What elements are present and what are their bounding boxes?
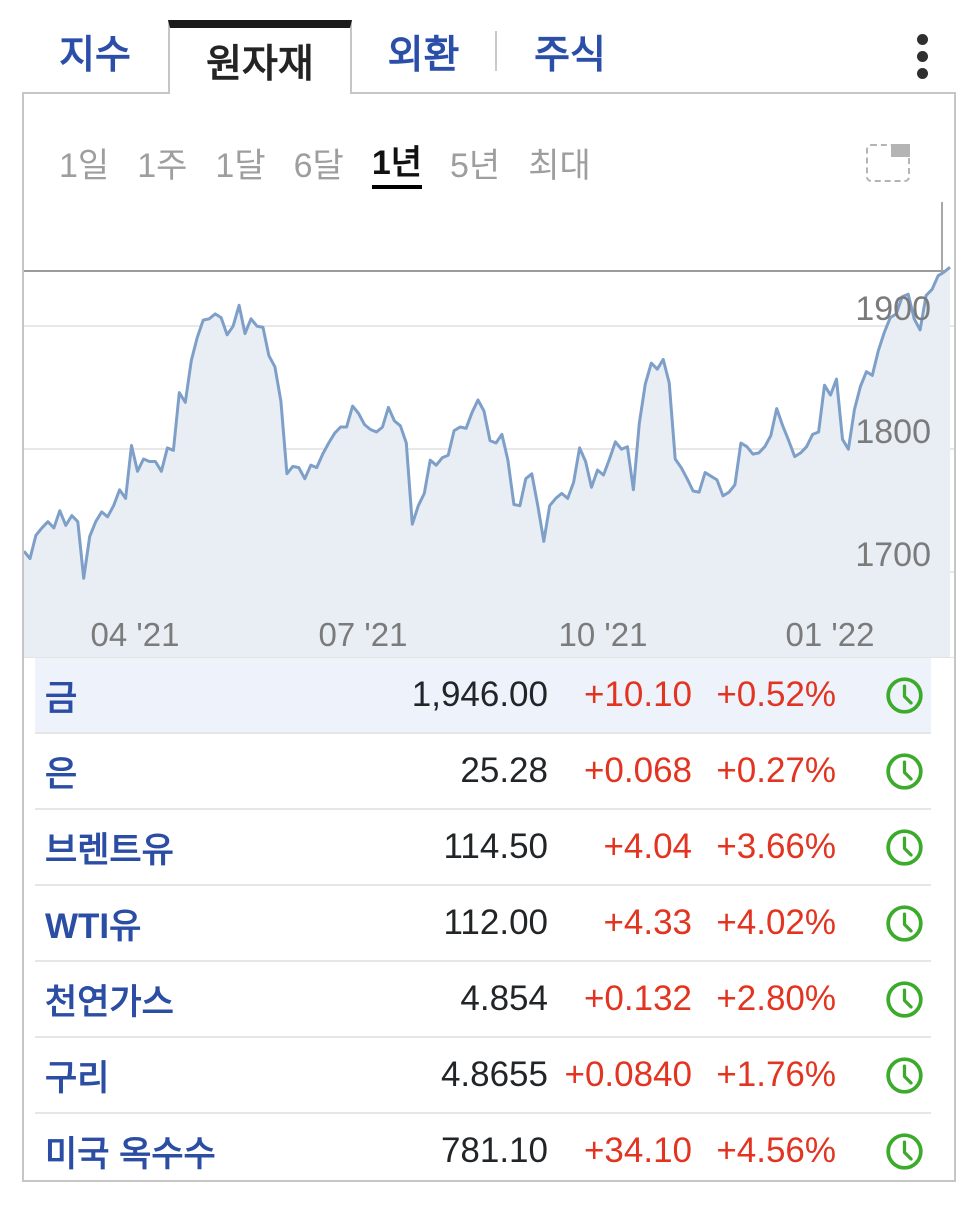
commodity-change: +10.10 — [583, 675, 692, 714]
clock-icon — [836, 1055, 931, 1096]
range-1y-selected[interactable]: 1년 — [371, 135, 423, 189]
tab-commodities[interactable]: 원자재 — [168, 20, 352, 94]
tab-divider — [495, 31, 497, 71]
range-max[interactable]: 최대 — [528, 146, 591, 185]
clock-icon — [836, 903, 931, 944]
x-tick-apr21: 04 '21 — [90, 616, 180, 653]
tab-stocks[interactable]: 주식 — [497, 0, 643, 92]
clock-icon — [836, 1131, 931, 1172]
range-1m[interactable]: 1달 — [215, 146, 266, 185]
tab-indices-label: 지수 — [59, 34, 131, 77]
table-row-gold[interactable]: 금 1,946.00 +10.10 +0.52% — [35, 658, 931, 732]
commodity-name[interactable]: 구리 — [45, 1058, 110, 1098]
tab-commodities-label: 원자재 — [206, 43, 314, 86]
table-row-brent[interactable]: 브렌트유 114.50 +4.04 +3.66% — [35, 808, 931, 884]
commodity-price: 4.8655 — [440, 1055, 548, 1094]
commodity-price: 25.28 — [460, 751, 548, 790]
table-row-silver[interactable]: 은 25.28 +0.068 +0.27% — [35, 732, 931, 808]
tab-forex-label: 외환 — [387, 34, 460, 77]
kebab-menu-icon[interactable] — [902, 0, 942, 92]
commodity-change: +4.04 — [603, 827, 692, 866]
commodity-change-pct: +0.27% — [716, 751, 836, 790]
clock-icon — [836, 827, 931, 868]
commodity-change: +0.132 — [583, 979, 692, 1018]
y-tick-1800: 1800 — [855, 413, 931, 451]
tab-stocks-label: 주식 — [534, 34, 606, 77]
commodity-price: 4.854 — [460, 979, 548, 1018]
y-tick-1900: 1900 — [855, 290, 931, 328]
clock-icon — [836, 751, 931, 792]
market-widget: 지수 원자재 외환 주식 1일 1주 1달 6달 1년 5년 최대 — [22, 0, 956, 1182]
time-range-selector: 1일 1주 1달 6달 1년 5년 최대 — [24, 94, 954, 202]
x-tick-oct21: 10 '21 — [558, 616, 648, 653]
tab-indices[interactable]: 지수 — [22, 0, 168, 92]
commodity-name[interactable]: 은 — [45, 754, 78, 794]
clock-icon — [836, 979, 931, 1020]
commodity-name[interactable]: 천연가스 — [45, 982, 174, 1022]
commodity-change-pct: +3.66% — [716, 827, 836, 866]
commodity-table: 금 1,946.00 +10.10 +0.52% 은 25.28 +0.068 … — [24, 657, 954, 1188]
table-row-us-corn[interactable]: 미국 옥수수 781.10 +34.10 +4.56% — [35, 1112, 931, 1188]
commodities-card: 1일 1주 1달 6달 1년 5년 최대 1900 1800 1700 04 '… — [22, 92, 956, 1182]
commodity-change-pct: +4.02% — [716, 903, 836, 942]
table-row-copper[interactable]: 구리 4.8655 +0.0840 +1.76% — [35, 1036, 931, 1112]
commodity-change-pct: +1.76% — [716, 1055, 836, 1094]
commodity-price: 1,946.00 — [411, 675, 548, 714]
x-tick-jul21: 07 '21 — [318, 616, 408, 653]
select-region-icon[interactable] — [866, 144, 910, 182]
commodity-change-pct: +0.52% — [716, 675, 836, 714]
commodity-name[interactable]: WTI유 — [45, 906, 142, 946]
commodity-change: +0.0840 — [564, 1055, 693, 1094]
table-row-wti[interactable]: WTI유 112.00 +4.33 +4.02% — [35, 884, 931, 960]
range-1d[interactable]: 1일 — [59, 146, 110, 185]
commodity-price: 781.10 — [440, 1131, 548, 1170]
commodity-change: +34.10 — [583, 1131, 692, 1170]
commodity-name[interactable]: 브렌트유 — [45, 830, 174, 870]
price-chart[interactable]: 1900 1800 1700 04 '21 07 '21 10 '21 01 '… — [24, 202, 954, 657]
tab-bar: 지수 원자재 외환 주식 — [22, 0, 956, 94]
y-tick-1700: 1700 — [855, 536, 931, 574]
tabbar-spacer — [643, 0, 902, 92]
commodity-change: +4.33 — [603, 903, 692, 942]
x-tick-jan22: 01 '22 — [785, 616, 875, 653]
commodity-price: 114.50 — [443, 827, 548, 866]
gridline-1900 — [24, 325, 954, 327]
commodity-name[interactable]: 미국 옥수수 — [45, 1134, 216, 1174]
current-price-line — [24, 270, 944, 272]
tab-forex[interactable]: 외환 — [352, 0, 495, 92]
range-1w[interactable]: 1주 — [137, 146, 188, 185]
area-series — [24, 266, 951, 657]
table-row-natgas[interactable]: 천연가스 4.854 +0.132 +2.80% — [35, 960, 931, 1036]
commodity-change-pct: +4.56% — [716, 1131, 836, 1170]
clock-icon — [836, 675, 931, 716]
commodity-price: 112.00 — [443, 903, 548, 942]
range-5y[interactable]: 5년 — [450, 146, 501, 185]
commodity-name[interactable]: 금 — [45, 678, 78, 718]
range-6m[interactable]: 6달 — [293, 146, 344, 185]
commodity-change-pct: +2.80% — [716, 979, 836, 1018]
commodity-change: +0.068 — [583, 751, 692, 790]
